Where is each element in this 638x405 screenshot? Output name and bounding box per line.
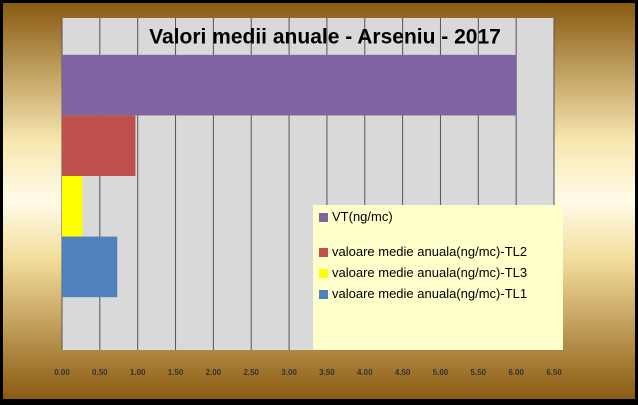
x-tick-label: 4.50: [395, 368, 411, 377]
x-tick-label: 0.00: [54, 368, 70, 377]
bar: [62, 115, 136, 176]
legend-item: VT(ng/mc): [319, 209, 557, 224]
x-tick-label: 2.50: [243, 368, 259, 377]
legend-label: valoare medie anuala(ng/mc)-TL3: [332, 265, 528, 280]
x-tick-label: 3.00: [281, 368, 297, 377]
legend: VT(ng/mc) valoare medie anuala(ng/mc)-TL2…: [313, 205, 563, 350]
legend-label: VT(ng/mc): [332, 209, 393, 224]
x-tick-label: 1.00: [130, 368, 146, 377]
x-tick-label: 5.00: [433, 368, 449, 377]
legend-swatch: [319, 269, 328, 278]
bar: [62, 236, 118, 298]
x-tick-label: 0.50: [92, 368, 108, 377]
x-tick-label: 6.00: [508, 368, 524, 377]
legend-item: valoare medie anuala(ng/mc)-TL1: [319, 286, 557, 301]
legend-swatch: [319, 213, 328, 222]
x-tick-label: 4.00: [357, 368, 373, 377]
legend-label: valoare medie anuala(ng/mc)-TL2: [332, 244, 528, 259]
legend-item: valoare medie anuala(ng/mc)-TL2: [319, 244, 557, 259]
x-tick-label: 2.00: [206, 368, 222, 377]
bar: [62, 54, 517, 116]
legend-label: valoare medie anuala(ng/mc)-TL1: [332, 286, 528, 301]
chart-title: Valori medii anuale - Arseniu - 2017: [149, 26, 501, 49]
x-tick-label: 5.50: [471, 368, 487, 377]
legend-item: valoare medie anuala(ng/mc)-TL3: [319, 265, 557, 280]
x-tick-label: 6.50: [546, 368, 562, 377]
x-tick-label: 1.50: [168, 368, 184, 377]
legend-swatch: [319, 248, 328, 257]
bar: [62, 176, 83, 237]
x-tick-label: 3.50: [319, 368, 335, 377]
legend-swatch: [319, 290, 328, 299]
